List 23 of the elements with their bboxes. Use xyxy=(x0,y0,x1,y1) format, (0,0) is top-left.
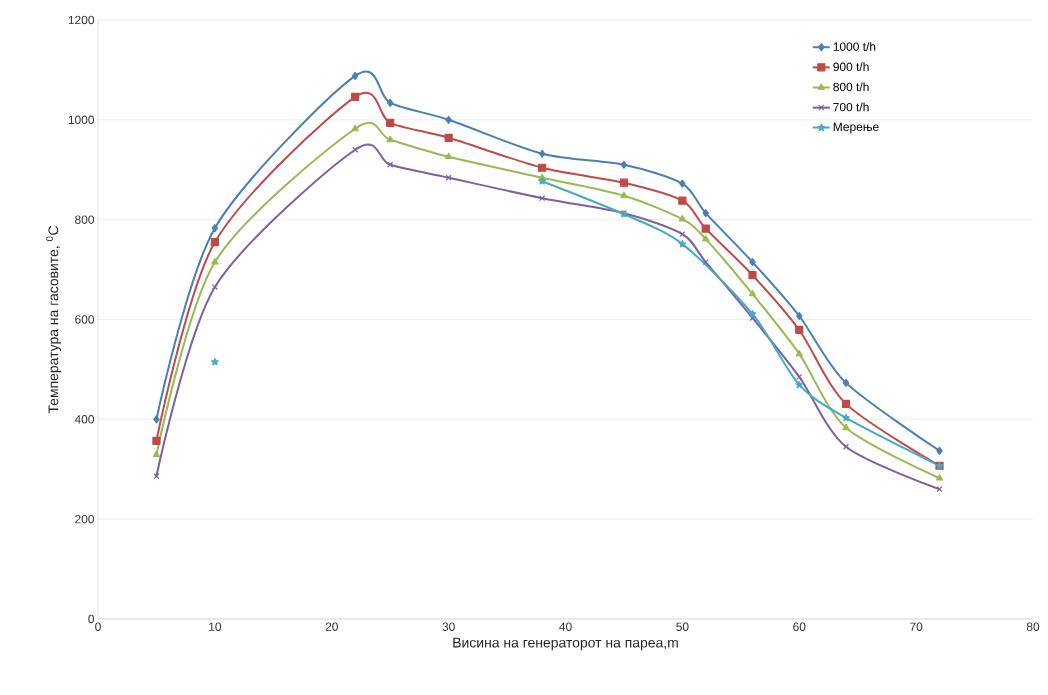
y-tick-label: 0 xyxy=(88,614,95,624)
y-tick-label: 1000 xyxy=(68,115,95,125)
y-tick-label: 600 xyxy=(75,315,95,324)
y-tick-label: 1200 xyxy=(68,15,95,25)
y-tick-label: 200 xyxy=(75,514,95,524)
y-axis-title: Температура на гасовите, $^{0}$C xyxy=(46,225,62,414)
y-tick-label: 400 xyxy=(74,415,95,424)
x-tick-label: 0 xyxy=(95,622,101,631)
x-tick-label: 20 xyxy=(325,622,338,631)
legend-label: 1000 t/h xyxy=(833,42,876,51)
legend-label: 800 t/h xyxy=(833,82,869,92)
x-tick-label: 80 xyxy=(1026,622,1040,631)
x-tick-label: 40 xyxy=(559,622,572,631)
x-tick-label: 10 xyxy=(209,622,222,631)
x-tick-label: 30 xyxy=(442,622,455,631)
y-tick-label: 800 xyxy=(75,215,95,224)
legend-label: Мерење xyxy=(833,122,879,134)
x-tick-label: 50 xyxy=(676,622,689,631)
x-tick-label: 70 xyxy=(910,622,923,631)
legend-label: 900 t/h xyxy=(833,62,869,72)
x-axis-title: Висина на генераторот на пареа,m xyxy=(453,637,678,651)
legend-label: 700 t/h xyxy=(833,102,869,112)
x-tick-label: 60 xyxy=(793,622,806,631)
